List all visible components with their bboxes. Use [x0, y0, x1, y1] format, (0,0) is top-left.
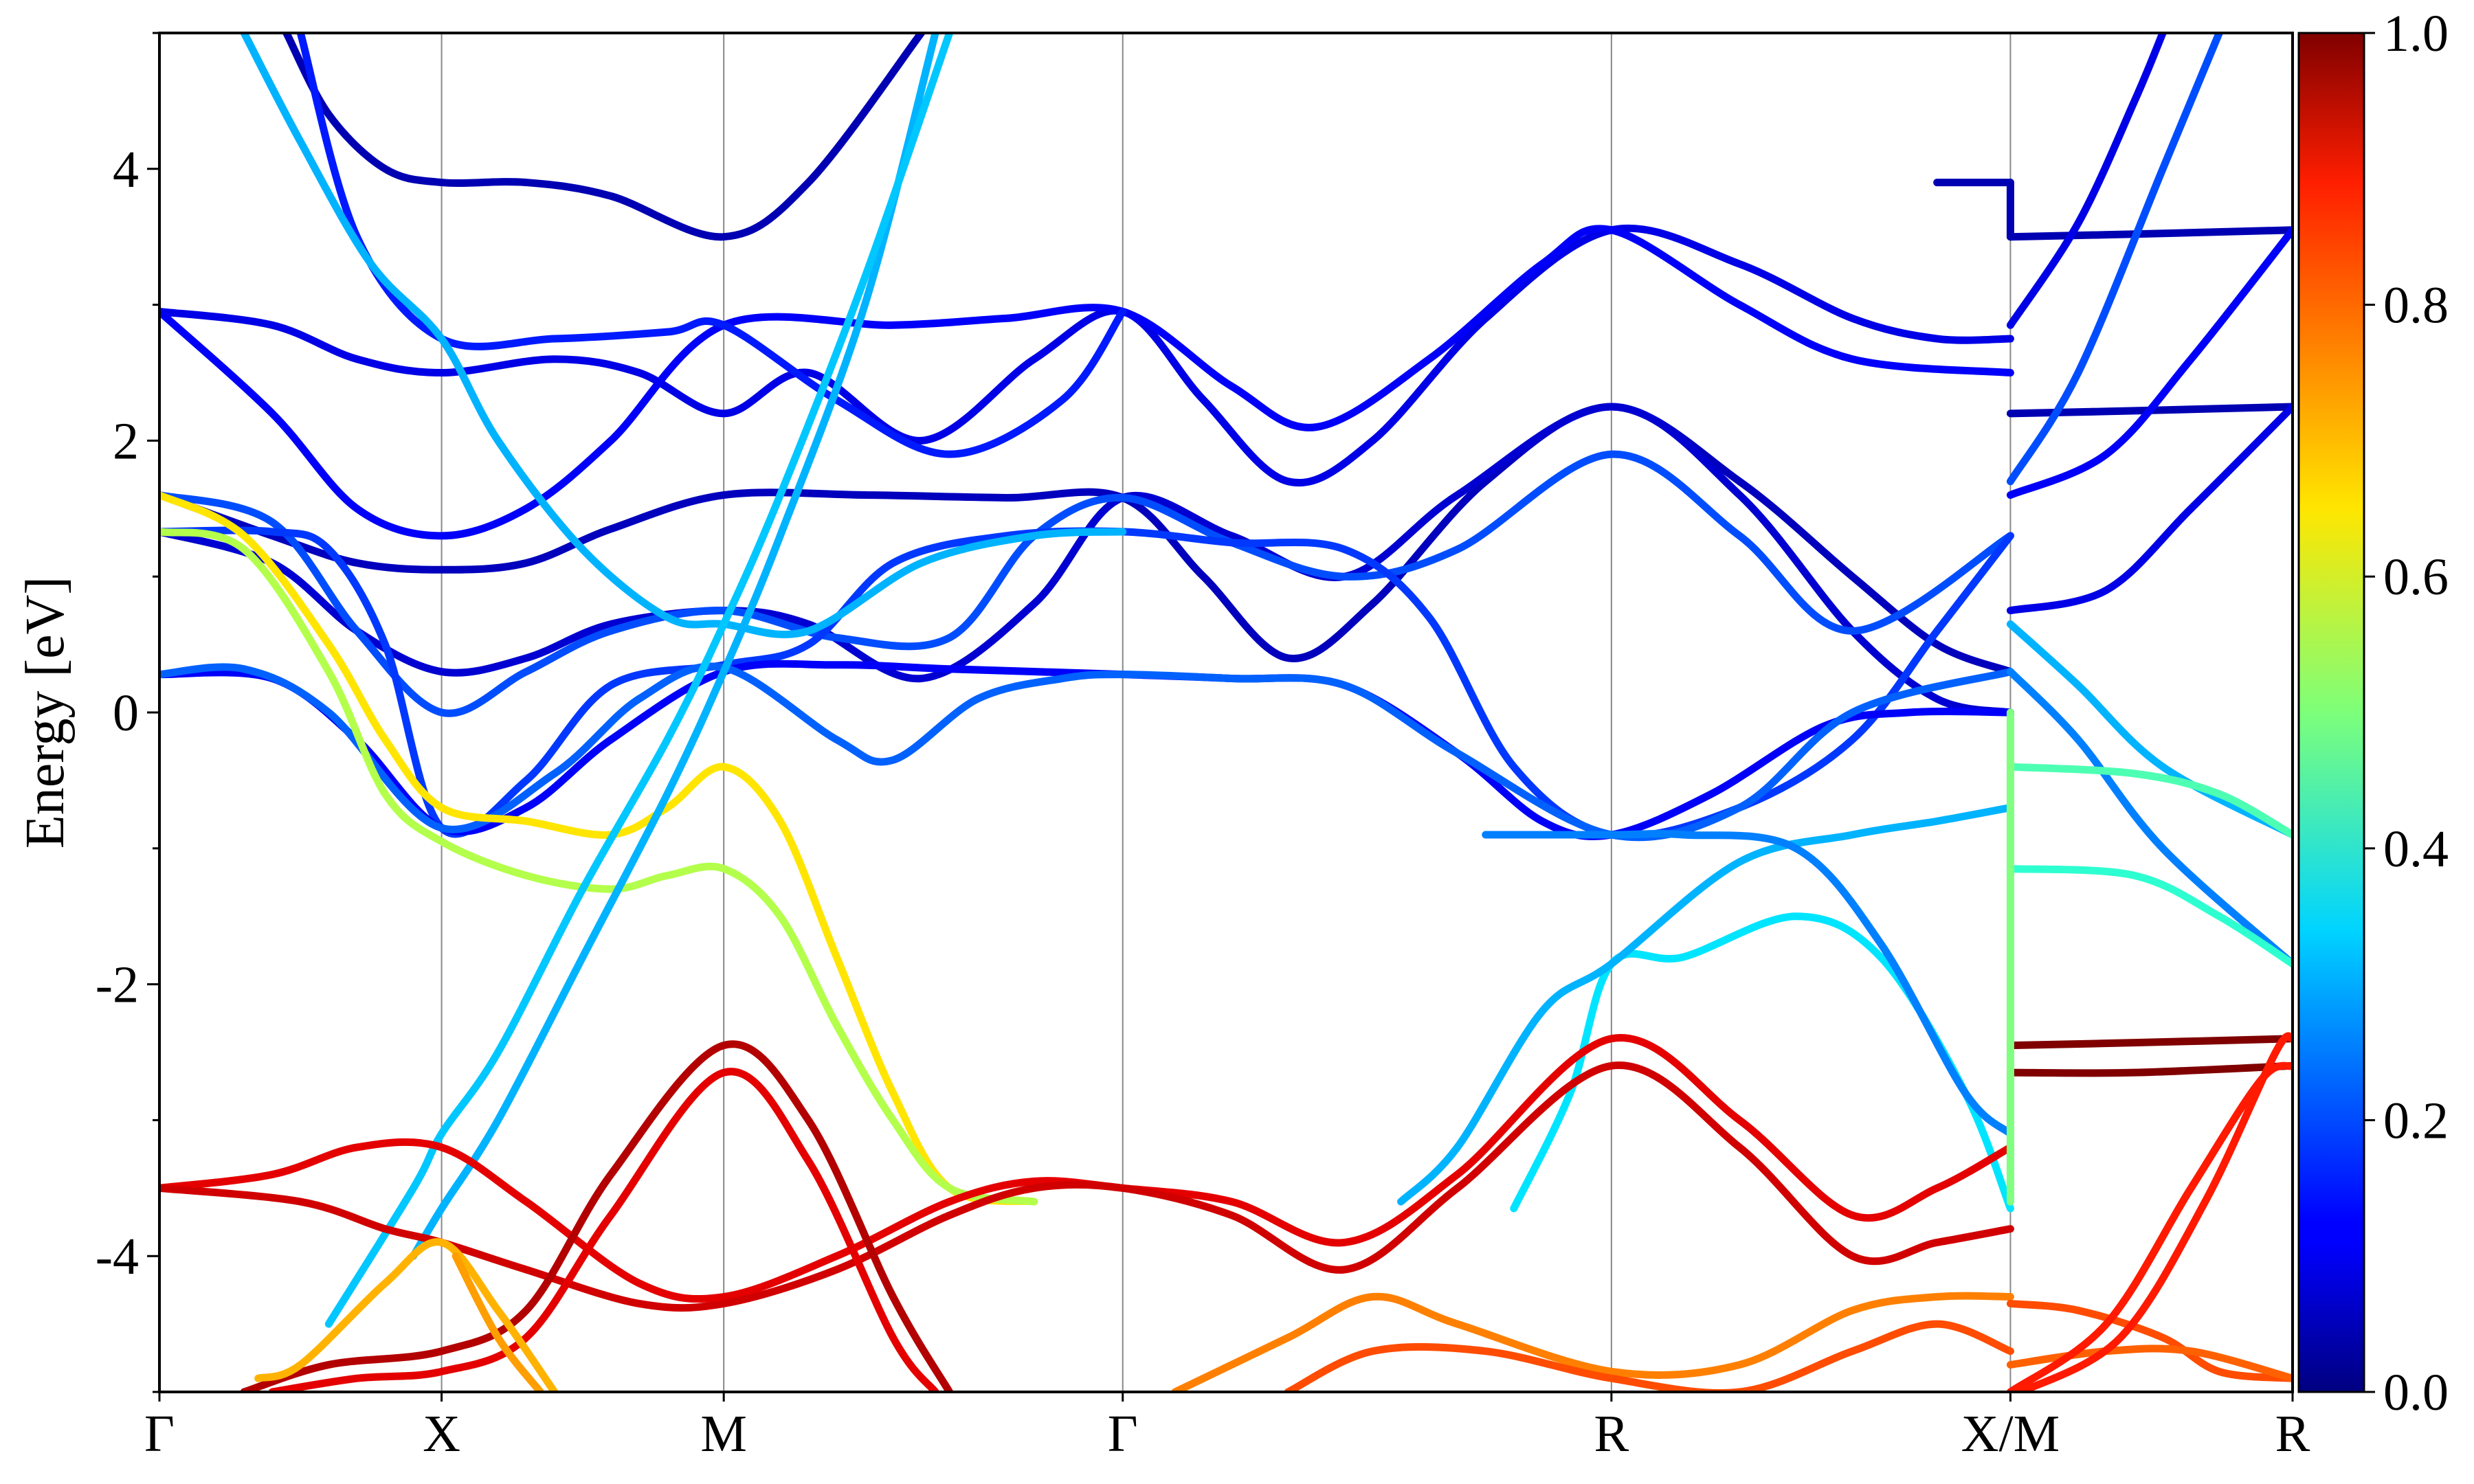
x-axis-ticks: Γ X M Γ R X/M R [144, 1392, 2310, 1463]
band-line-41 [2006, 864, 2293, 968]
band-line-0 [282, 33, 926, 241]
band-line-1 [159, 224, 2014, 487]
band-line-34 [2006, 33, 2167, 329]
colorbar-ticks: 0.0 0.2 0.4 0.6 0.8 1.0 [2364, 5, 2449, 1421]
band-line-24 [2006, 1299, 2293, 1382]
band-line-35 [2006, 33, 2223, 486]
colorbar-tick-label: 0.2 [2383, 1092, 2449, 1149]
colorbar-tick-label: 0.0 [2383, 1364, 2449, 1421]
x-tick-label: R [2275, 1405, 2310, 1463]
band-line-9 [159, 662, 2014, 842]
band-line-18 [159, 1033, 2014, 1303]
band-line-16 [1397, 803, 2014, 1206]
band-line-37 [2006, 403, 2293, 615]
band-line-25 [2006, 1345, 2293, 1382]
band-line-32 [2006, 226, 2293, 241]
band-line-33 [2006, 403, 2293, 418]
band-line-20 [240, 1040, 954, 1392]
y-axis-label: Energy [eV] [15, 576, 76, 848]
x-tick-label: Γ [144, 1405, 175, 1463]
band-line-11 [159, 491, 1038, 1206]
band-line-27 [452, 1252, 544, 1392]
band-line-5 [159, 403, 2014, 717]
band-line-17 [1482, 830, 2014, 1138]
band-line-13 [410, 33, 939, 1260]
band-line-2 [159, 225, 2014, 540]
band-line-36 [2006, 226, 2293, 499]
band-line-10 [240, 33, 1127, 638]
y-axis-ticks: -4 -2 0 2 4 [96, 32, 159, 1393]
colorbar-tick-label: 1.0 [2383, 5, 2449, 63]
band-line-6 [159, 450, 2014, 717]
y-tick-label: 2 [113, 412, 139, 470]
y-tick-label: 0 [113, 684, 139, 742]
band-line-29 [2006, 1061, 2293, 1077]
colorbar-tick-label: 0.6 [2383, 548, 2449, 606]
y-tick-label: 4 [113, 141, 139, 199]
band-line-40 [2006, 763, 2293, 839]
x-tick-label: M [700, 1405, 747, 1463]
colorbar-tick-label: 0.4 [2383, 820, 2449, 878]
band-line-23 [1284, 1320, 2014, 1392]
x-tick-label: Γ [1108, 1405, 1138, 1463]
band-line-12 [159, 528, 1038, 1206]
band-lines [159, 33, 2293, 1392]
band-line-7 [159, 526, 2014, 840]
band-line-4 [159, 403, 2014, 676]
y-tick-label: -4 [96, 1228, 139, 1285]
band-line-31 [2018, 1032, 2293, 1392]
band-line-26 [254, 1238, 559, 1392]
band-line-22 [1171, 1292, 2014, 1392]
colorbar-tick-label: 0.8 [2383, 277, 2449, 335]
colorbar [2297, 32, 2365, 1393]
x-tick-label: X/M [1961, 1405, 2060, 1463]
band-line-28 [2006, 1035, 2293, 1050]
y-tick-label: -2 [96, 956, 139, 1014]
x-tick-label: R [1594, 1405, 1629, 1463]
band-line-19 [159, 1061, 2014, 1312]
kpoint-gridlines [441, 33, 2011, 1392]
band-line-38 [2006, 620, 2293, 839]
band-line-21 [268, 1068, 939, 1392]
band-line-39 [2006, 668, 2293, 968]
x-tick-label: X [423, 1405, 460, 1463]
